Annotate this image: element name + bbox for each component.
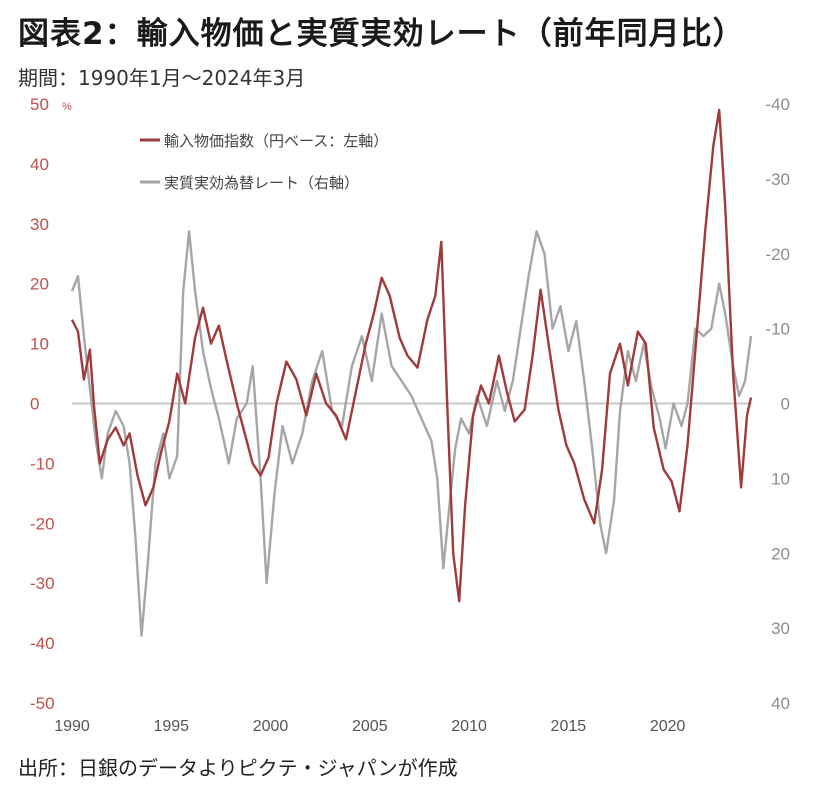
right-tick-label: -10: [765, 320, 790, 339]
right-tick-label: 40: [771, 694, 790, 713]
left-tick-label: 30: [30, 215, 49, 234]
chart-period: 期間：1990年1月～2024年3月: [18, 66, 306, 90]
x-tick-label: 2020: [650, 718, 686, 735]
series-lines: [70, 108, 753, 637]
x-tick-label: 1990: [54, 718, 90, 735]
page-title: 図表2：輸入物価と実質実効レート（前年同月比）: [18, 16, 745, 52]
x-tick-label: 2000: [253, 718, 289, 735]
legend-label-import: 輸入物価指数（円ベース：左軸）: [164, 132, 388, 150]
left-tick-label: 0: [30, 395, 39, 414]
source-note: 出所：日銀のデータよりピクテ・ジャパンが作成: [18, 756, 458, 780]
right-tick-label: -30: [765, 170, 790, 189]
right-tick-label: 30: [771, 619, 790, 638]
legend-label-reer: 実質実効為替レート（右軸）: [164, 174, 359, 192]
left-tick-label: -40: [30, 634, 55, 653]
right-tick-label: -40: [765, 95, 790, 114]
left-tick-label: -30: [30, 574, 55, 593]
left-tick-label: -10: [30, 454, 55, 473]
x-axis: 1990 1995 2000 2005 2010 2015 2020: [54, 718, 685, 735]
series-line-real-effective-rate: [70, 230, 753, 637]
x-tick-label: 1995: [153, 718, 189, 735]
x-tick-label: 2005: [352, 718, 388, 735]
right-tick-label: 10: [771, 469, 790, 488]
series-line-import-price: [70, 108, 753, 603]
right-axis: -40 -30 -20 -10 0 10 20 30 40: [765, 95, 790, 713]
left-tick-label: 20: [30, 275, 49, 294]
legend: 輸入物価指数（円ベース：左軸） 実質実効為替レート（右軸）: [140, 132, 388, 192]
left-tick-label: 10: [30, 335, 49, 354]
left-tick-label: 40: [30, 155, 49, 174]
left-axis: 50 40 30 20 10 0 -10 -20 -30 -40 -50%: [30, 95, 72, 713]
right-tick-label: 20: [771, 544, 790, 563]
right-tick-label: 0: [781, 395, 790, 414]
left-tick-label: 50: [30, 95, 49, 114]
right-tick-label: -20: [765, 245, 790, 264]
x-tick-label: 2015: [551, 718, 587, 735]
left-tick-label: -50: [30, 694, 55, 713]
left-axis-unit: %: [62, 101, 72, 113]
left-tick-label: -20: [30, 514, 55, 533]
x-tick-label: 2010: [451, 718, 487, 735]
